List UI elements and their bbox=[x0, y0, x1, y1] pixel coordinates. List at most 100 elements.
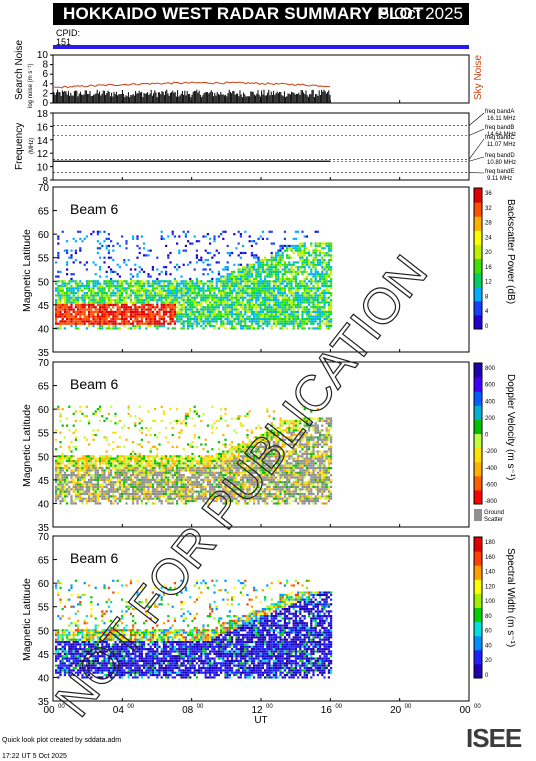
data-cell bbox=[217, 457, 220, 460]
data-cell bbox=[266, 303, 269, 306]
data-cell bbox=[281, 251, 284, 255]
data-cell bbox=[319, 263, 322, 266]
data-cell bbox=[292, 306, 295, 309]
data-cell bbox=[83, 483, 86, 486]
ground-scatter-cell bbox=[118, 495, 121, 498]
data-cell bbox=[151, 483, 154, 486]
data-cell bbox=[206, 251, 209, 255]
data-cell bbox=[59, 459, 62, 463]
data-cell bbox=[140, 284, 143, 288]
data-cell bbox=[211, 256, 214, 259]
data-cell bbox=[319, 254, 322, 257]
data-cell bbox=[143, 471, 146, 474]
data-cell bbox=[178, 296, 181, 299]
data-cell bbox=[180, 291, 183, 295]
data-cell bbox=[83, 469, 86, 472]
data-cell bbox=[222, 237, 225, 240]
data-cell bbox=[299, 322, 302, 325]
data-cell bbox=[138, 443, 141, 446]
data-cell bbox=[301, 282, 304, 285]
data-cell bbox=[277, 315, 280, 318]
data-cell bbox=[301, 313, 304, 316]
data-cell bbox=[184, 235, 187, 238]
data-cell bbox=[107, 462, 110, 465]
ground-scatter-cell bbox=[134, 469, 137, 472]
data-cell bbox=[55, 294, 58, 297]
data-cell bbox=[193, 464, 196, 467]
data-cell bbox=[242, 284, 245, 288]
data-cell bbox=[184, 280, 187, 283]
data-cell bbox=[72, 310, 75, 314]
data-cell bbox=[224, 266, 227, 269]
data-cell bbox=[268, 266, 271, 269]
data-cell bbox=[191, 445, 194, 448]
data-cell bbox=[327, 261, 330, 264]
data-cell bbox=[121, 495, 124, 498]
data-cell bbox=[136, 315, 139, 318]
data-cell bbox=[138, 422, 141, 425]
ground-scatter-cell bbox=[74, 483, 77, 486]
data-cell bbox=[217, 261, 220, 264]
data-cell bbox=[211, 284, 214, 288]
data-cell bbox=[303, 299, 306, 302]
ground-scatter-cell bbox=[215, 490, 218, 493]
data-cell bbox=[323, 247, 326, 250]
data-cell bbox=[224, 296, 227, 299]
data-cell bbox=[158, 291, 161, 295]
data-cell bbox=[283, 308, 286, 311]
data-cell bbox=[88, 306, 91, 309]
data-cell bbox=[96, 308, 99, 311]
data-cell bbox=[211, 459, 214, 463]
data-cell bbox=[220, 471, 223, 474]
data-cell bbox=[308, 310, 311, 314]
data-cell bbox=[118, 327, 121, 330]
ground-scatter-cell bbox=[154, 474, 157, 477]
ground-scatter-cell bbox=[123, 492, 126, 496]
data-cell bbox=[237, 317, 240, 321]
data-cell bbox=[55, 322, 58, 325]
data-cell bbox=[200, 299, 203, 302]
data-cell bbox=[160, 235, 163, 238]
data-cell bbox=[198, 455, 201, 458]
data-cell bbox=[327, 266, 330, 269]
data-cell bbox=[57, 481, 60, 484]
data-cell bbox=[286, 327, 289, 330]
data-cell bbox=[209, 268, 212, 271]
data-cell bbox=[96, 284, 99, 288]
data-cell bbox=[90, 315, 93, 318]
data-cell bbox=[266, 287, 269, 290]
data-cell bbox=[325, 277, 328, 281]
data-cell bbox=[101, 294, 104, 297]
data-cell bbox=[250, 320, 253, 323]
data-cell bbox=[213, 291, 216, 295]
data-cell bbox=[173, 478, 176, 481]
data-cell bbox=[176, 289, 179, 292]
data-cell bbox=[272, 322, 275, 325]
data-cell bbox=[160, 322, 163, 325]
data-cell bbox=[167, 256, 170, 259]
ground-scatter-cell bbox=[83, 474, 86, 477]
ground-scatter-cell bbox=[138, 490, 141, 493]
data-cell bbox=[55, 310, 58, 314]
ground-scatter-cell bbox=[107, 474, 110, 477]
data-cell bbox=[261, 303, 264, 306]
data-cell bbox=[184, 291, 187, 295]
data-cell bbox=[129, 452, 132, 456]
data-cell bbox=[149, 433, 152, 437]
ground-scatter-cell bbox=[198, 476, 201, 479]
ground-scatter-cell bbox=[246, 450, 249, 453]
data-cell bbox=[211, 306, 214, 309]
ground-scatter-cell bbox=[237, 492, 240, 496]
data-cell bbox=[138, 474, 141, 477]
data-cell bbox=[156, 277, 159, 281]
data-cell bbox=[277, 273, 280, 276]
data-cell bbox=[237, 263, 240, 266]
data-cell bbox=[290, 282, 293, 285]
data-cell bbox=[114, 310, 117, 314]
ground-scatter-cell bbox=[220, 499, 223, 503]
data-cell bbox=[92, 294, 95, 297]
data-cell bbox=[85, 308, 88, 311]
data-cell bbox=[193, 315, 196, 318]
data-cell bbox=[222, 296, 225, 299]
data-cell bbox=[140, 459, 143, 463]
